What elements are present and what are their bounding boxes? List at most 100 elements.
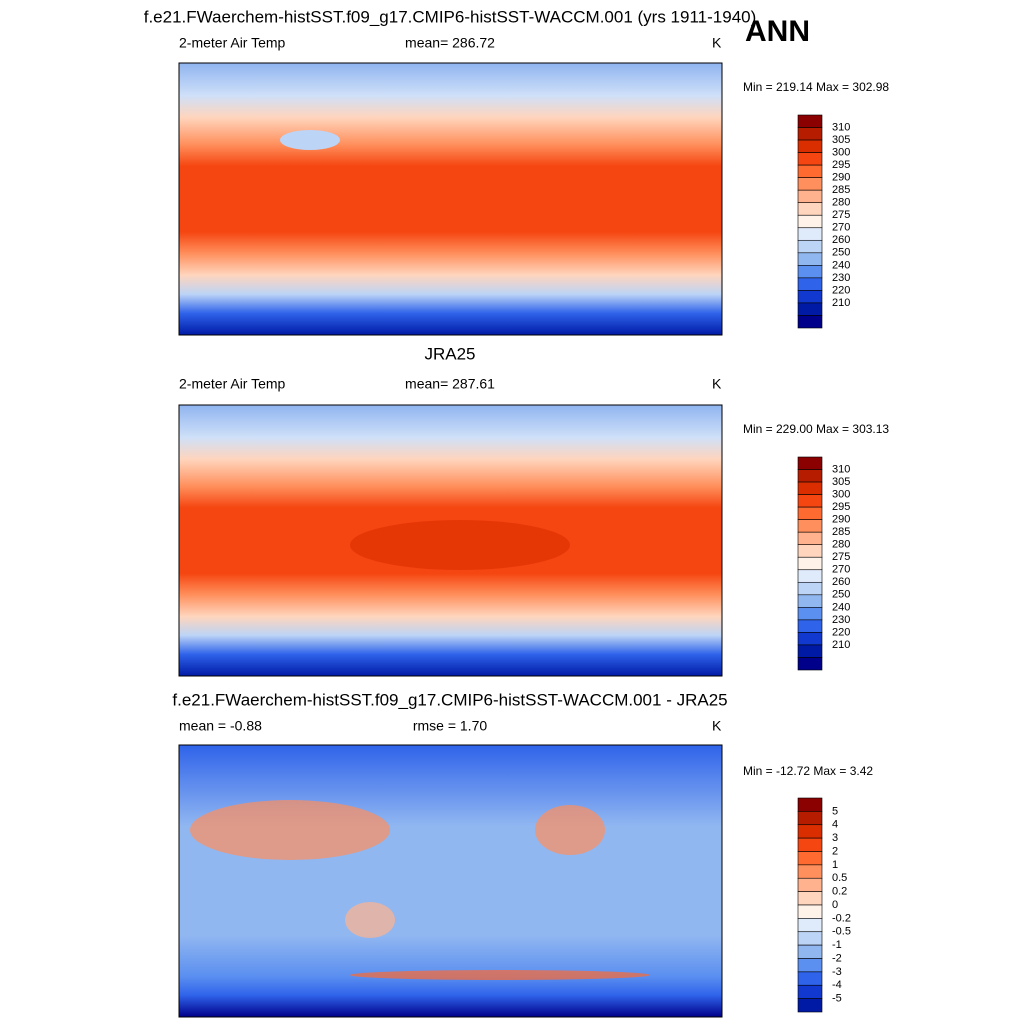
season-label: ANN: [745, 15, 810, 48]
colorbar-swatch: [797, 164, 823, 178]
colorbar-label: 295: [832, 501, 850, 513]
colorbar-swatch: [797, 931, 823, 946]
colorbar-swatch: [797, 494, 823, 508]
colorbar-label: 290: [832, 514, 850, 526]
colorbar-label: 300: [832, 488, 850, 500]
colorbar-label: 220: [832, 284, 850, 296]
colorbar-label: 0.5: [832, 872, 847, 884]
units-label: K: [712, 35, 722, 51]
units-label: K: [712, 718, 722, 734]
map-feature: [350, 970, 650, 980]
colorbar-label: -5: [832, 993, 842, 1005]
colorbar-label: 0.2: [832, 886, 847, 898]
colorbar-label: 280: [832, 197, 850, 209]
colorbar-label: 250: [832, 589, 850, 601]
center-label: rmse = 1.70: [413, 718, 488, 734]
colorbar-swatch: [797, 944, 823, 959]
colorbar-swatch: [797, 189, 823, 204]
colorbar-swatch: [797, 556, 823, 571]
min-max: Min = -12.72 Max = 3.42: [743, 764, 873, 778]
colorbar-swatch: [797, 851, 823, 866]
center-label: mean= 286.72: [405, 35, 495, 51]
colorbar-swatch: [797, 531, 823, 546]
map-feature: [280, 130, 340, 150]
colorbar-swatch: [797, 998, 823, 1013]
colorbar-label: 290: [832, 172, 850, 184]
colorbar-label: 230: [832, 272, 850, 284]
colorbar-label: 285: [832, 184, 850, 196]
colorbar-swatch: [797, 891, 823, 906]
colorbar-label: 220: [832, 626, 850, 638]
colorbar-swatch: [797, 227, 823, 241]
colorbar-label: 285: [832, 526, 850, 538]
colorbar-label: 275: [832, 551, 850, 563]
colorbar-swatch: [797, 239, 823, 254]
units-label: K: [712, 376, 722, 392]
colorbar-swatch: [797, 837, 823, 852]
colorbar-label: 230: [832, 614, 850, 626]
colorbar-swatch: [797, 214, 823, 229]
map-feature: [535, 805, 605, 855]
colorbar-label: -0.5: [832, 926, 851, 938]
colorbar-label: 240: [832, 259, 850, 271]
colorbar-swatch: [797, 177, 823, 191]
left-label: 2-meter Air Temp: [179, 376, 286, 392]
colorbar-label: 260: [832, 234, 850, 246]
colorbar-label: 275: [832, 209, 850, 221]
colorbar-swatch: [797, 877, 823, 892]
colorbar-label: 2: [832, 845, 838, 857]
colorbar-swatch: [797, 152, 823, 166]
colorbar-label: 3: [832, 832, 838, 844]
colorbar-label: 250: [832, 247, 850, 259]
colorbar-label: 305: [832, 476, 850, 488]
colorbar-swatch: [797, 569, 823, 583]
map-feature: [350, 520, 570, 570]
colorbar-swatch: [797, 202, 823, 216]
colorbar-label: 305: [832, 134, 850, 146]
colorbar-swatch: [797, 469, 823, 483]
map: [178, 62, 723, 336]
colorbar-label: 280: [832, 539, 850, 551]
colorbar-label: 0: [832, 899, 838, 911]
colorbar-swatch: [797, 506, 823, 520]
colorbar-swatch: [797, 632, 823, 646]
center-label: mean= 287.61: [405, 376, 495, 392]
min-max: Min = 219.14 Max = 302.98: [743, 80, 889, 94]
colorbar-swatch: [797, 594, 823, 608]
colorbar-label: -2: [832, 952, 842, 964]
colorbar-label: 1: [832, 859, 838, 871]
colorbar-label: 310: [832, 463, 850, 475]
colorbar-swatch: [797, 984, 823, 999]
colorbar-swatch: [797, 918, 823, 933]
colorbar-label: 300: [832, 146, 850, 158]
colorbar-swatch: [797, 824, 823, 839]
colorbar-swatch: [797, 864, 823, 879]
colorbar-swatch: [797, 607, 823, 621]
colorbar-swatch: [797, 971, 823, 986]
colorbar-swatch: [797, 657, 823, 671]
min-max: Min = 229.00 Max = 303.13: [743, 422, 889, 436]
colorbar-swatch: [797, 581, 823, 596]
colorbar-label: -3: [832, 966, 842, 978]
colorbar-swatch: [797, 481, 823, 495]
colorbar-swatch: [797, 290, 823, 304]
colorbar-swatch: [797, 139, 823, 153]
colorbar-label: -4: [832, 979, 842, 991]
colorbar-label: 4: [832, 819, 838, 831]
colorbar-label: 240: [832, 601, 850, 613]
colorbar-swatch: [797, 456, 823, 470]
left-label: mean = -0.88: [179, 718, 262, 734]
colorbar-swatch: [797, 644, 823, 658]
colorbar-label: 210: [832, 639, 850, 651]
colorbar-swatch: [797, 114, 823, 128]
colorbar-label: 5: [832, 805, 838, 817]
colorbar-swatch: [797, 958, 823, 973]
colorbar-swatch: [797, 277, 823, 291]
map-feature: [345, 902, 395, 938]
colorbar-label: 270: [832, 222, 850, 234]
panel-title: JRA25: [424, 344, 475, 363]
left-label: 2-meter Air Temp: [179, 35, 286, 51]
colorbar-label: 260: [832, 576, 850, 588]
